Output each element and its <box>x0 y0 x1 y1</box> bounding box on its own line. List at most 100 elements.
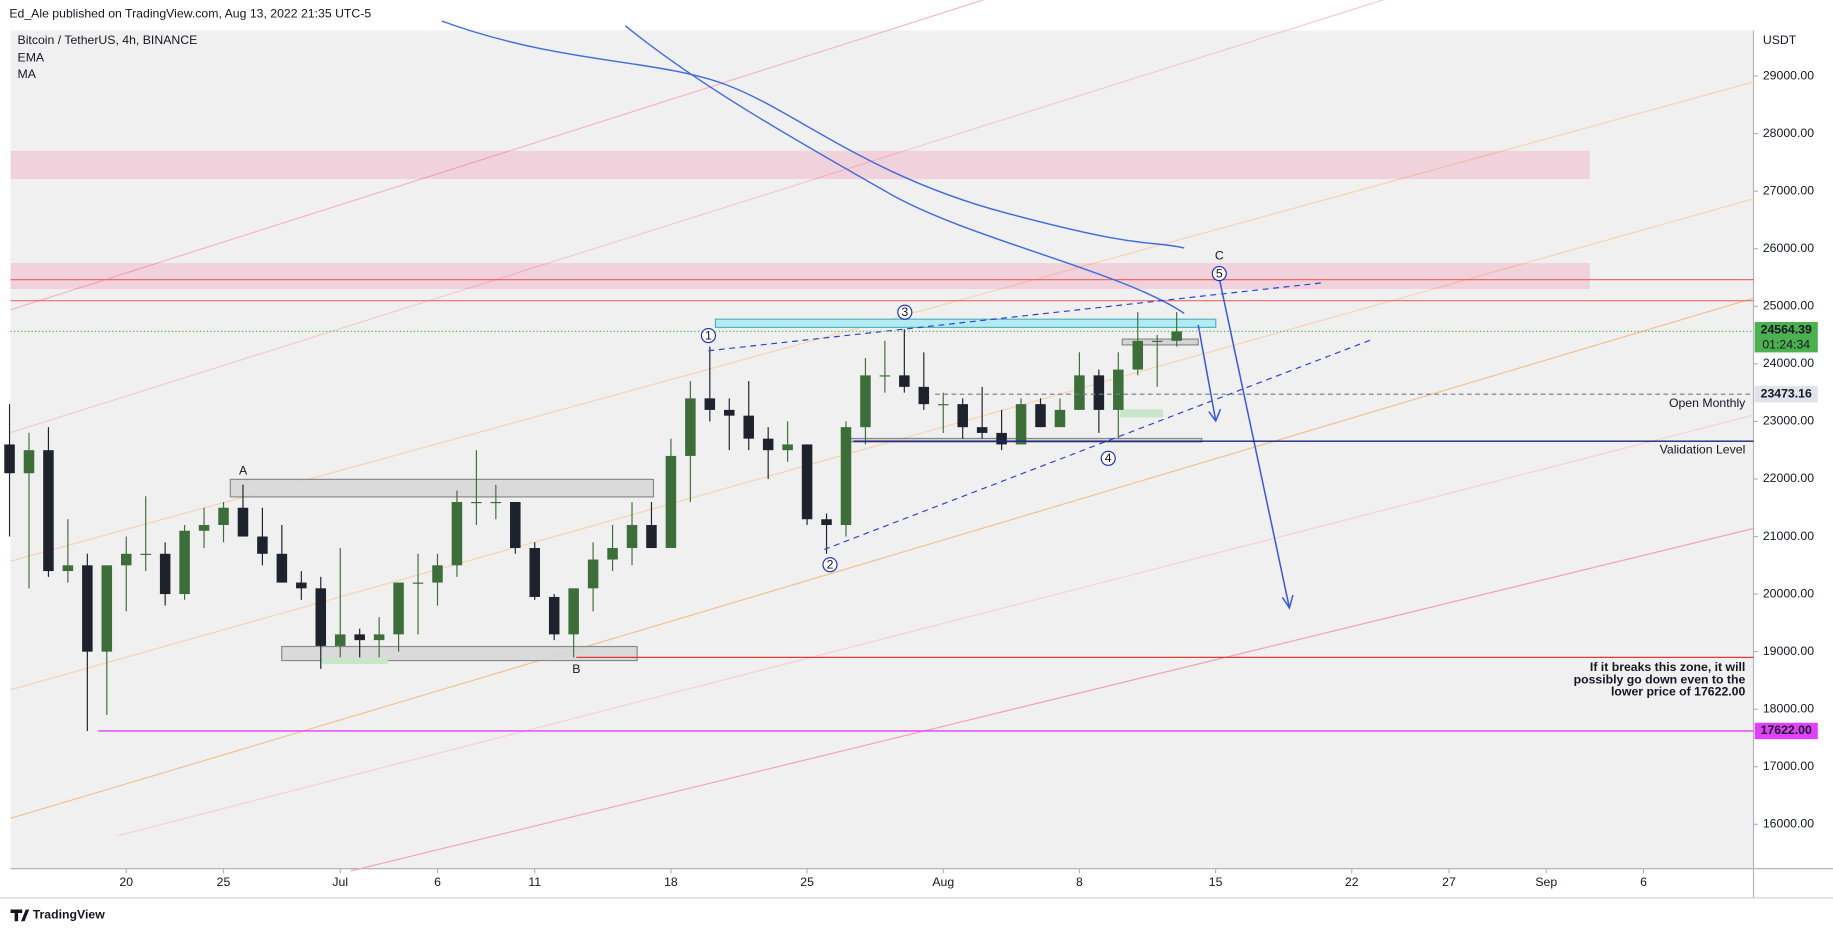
candle-body <box>1093 375 1105 410</box>
arrow <box>1218 278 1291 609</box>
wave-circle <box>897 304 913 320</box>
candle-body <box>1074 375 1085 410</box>
candle-body <box>1113 369 1124 410</box>
x-tick-label: 8 <box>1076 875 1083 889</box>
candle-body <box>1151 340 1163 342</box>
x-tick-label: 6 <box>1640 875 1647 889</box>
candle-body <box>82 565 93 652</box>
candle-body <box>451 501 463 566</box>
breakdown-note: If it breaks this zone, it will <box>1590 660 1745 674</box>
candle-body <box>840 427 852 526</box>
candle-body <box>218 507 229 526</box>
wedge-line <box>823 339 1371 551</box>
candle-body <box>276 553 288 583</box>
candle-body <box>23 450 35 474</box>
zone-layer <box>10 150 1754 302</box>
candle-body <box>568 588 579 635</box>
x-tick-label: 11 <box>528 875 541 889</box>
candle-body <box>490 501 502 504</box>
candle-body <box>529 548 541 597</box>
candle-body <box>120 553 132 566</box>
y-tick-label: 26000.00 <box>1763 241 1814 255</box>
x-tick-label: Sep <box>1535 875 1557 889</box>
candle-body <box>354 634 365 641</box>
range-box <box>229 478 655 498</box>
candle-layer <box>4 312 1182 731</box>
validation-label: Validation Level <box>1660 443 1746 457</box>
publish-info: Ed_Ale published on TradingView.com, Aug… <box>9 6 371 20</box>
y-tick-label: 25000.00 <box>1763 299 1814 313</box>
channel-line <box>10 0 986 311</box>
plot-bg <box>10 30 1754 869</box>
candle-body <box>140 553 151 555</box>
currency: USDT <box>1763 33 1797 47</box>
candle-body <box>1015 404 1027 445</box>
y-tick-label: 21000.00 <box>1763 529 1814 543</box>
wave-circle <box>822 557 838 573</box>
candle-body <box>685 398 696 456</box>
price-tag-label: 24564.39 <box>1761 322 1812 336</box>
ema-line <box>441 20 1185 249</box>
candle-body <box>393 582 404 635</box>
candle-body <box>996 432 1007 445</box>
candle-body <box>432 565 443 583</box>
candle-body <box>918 386 930 405</box>
price-tag <box>1754 385 1818 403</box>
symbol: Bitcoin / TetherUS, 4h, BINANCE <box>18 33 198 47</box>
wave-label: 3 <box>901 305 908 319</box>
candle-body <box>43 450 54 572</box>
y-tick-label: 23000.00 <box>1763 414 1814 428</box>
candle-body <box>101 565 113 652</box>
candle-body <box>1035 404 1046 428</box>
candle-body <box>704 398 716 410</box>
x-tick-label: 20 <box>119 875 133 889</box>
supply-zone <box>10 263 1590 290</box>
candle-body <box>1054 409 1066 428</box>
countdown: 01:24:34 <box>1762 338 1810 352</box>
candle-body <box>626 525 638 549</box>
candle-body <box>198 525 210 531</box>
candle-body <box>665 455 677 549</box>
abc-label: C <box>1215 248 1224 262</box>
y-tick-label: 22000.00 <box>1763 471 1814 485</box>
candle-body <box>237 507 249 537</box>
channel-line <box>10 297 1754 819</box>
arrow-head <box>1208 408 1222 423</box>
projection-arrows <box>1197 278 1294 610</box>
y-tick-label: 24000.00 <box>1763 356 1814 370</box>
brand: TradingView <box>33 908 105 922</box>
wave-label: 4 <box>1105 451 1112 465</box>
wedge-line <box>708 282 1322 352</box>
indicator: EMA <box>18 51 45 65</box>
price-tag <box>1754 722 1818 740</box>
arrow <box>1197 324 1217 422</box>
abc-label: A <box>239 463 248 477</box>
range-box <box>281 645 638 662</box>
channel-line <box>350 527 1754 872</box>
x-tick-label: Jul <box>332 875 348 889</box>
x-tick-label: 25 <box>800 875 814 889</box>
channel-lines <box>10 0 1754 872</box>
candle-body <box>646 525 657 549</box>
x-tick-label: 6 <box>434 875 441 889</box>
level-layer: 24564.39 01:24:34 Open Monthly 23473.16 Vali… <box>10 248 1818 740</box>
candle-body <box>762 438 774 451</box>
x-tick-label: Aug <box>932 875 954 889</box>
y-tick-label: 18000.00 <box>1763 701 1814 715</box>
y-tick-label: 19000.00 <box>1763 644 1814 658</box>
wave-label: 5 <box>1216 266 1223 280</box>
candle-body <box>607 548 618 560</box>
candle-body <box>937 404 949 406</box>
candle-body <box>782 444 793 451</box>
open-monthly-label: Open Monthly <box>1669 396 1746 410</box>
candle-body <box>4 444 15 474</box>
candle-body <box>471 501 482 504</box>
range-box <box>1121 338 1199 346</box>
candle-body <box>257 536 268 554</box>
wave-circle <box>1100 450 1116 466</box>
abc-label: B <box>572 662 580 676</box>
candle-body <box>315 588 327 646</box>
price-tag-label: 17622.00 <box>1761 723 1812 737</box>
candle-body <box>179 530 190 595</box>
y-tick-label: 29000.00 <box>1763 68 1814 82</box>
